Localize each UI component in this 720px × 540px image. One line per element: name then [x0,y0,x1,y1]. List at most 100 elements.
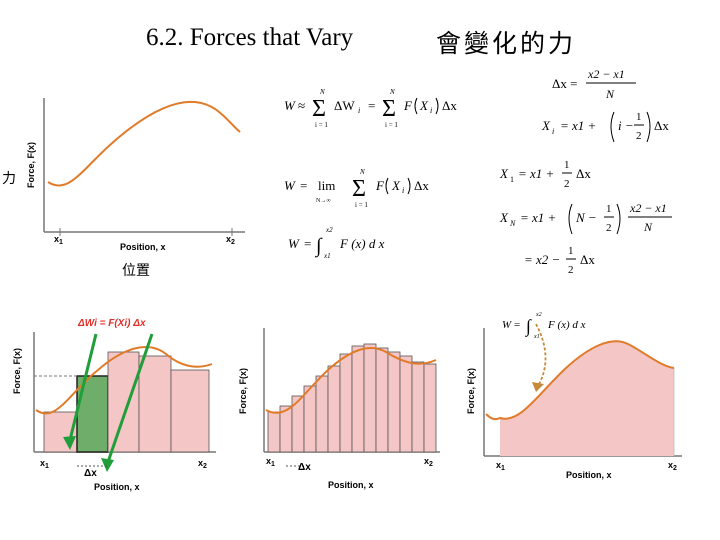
riemann-rect [423,363,437,453]
svg-text:N: N [509,219,516,228]
position-axis-title: Position, x [94,482,140,492]
svg-text:i: i [430,106,432,115]
equation-riemann-approx: W ≈ Σ N i = 1 ΔW i = Σ N i = 1 F X i Δx [284,88,457,129]
svg-text:W: W [502,319,512,331]
force-curve [47,100,241,187]
dx-label: Δx [84,468,97,479]
riemann-rect [375,347,389,453]
top-force-curve-graph: Force, F(x) x1 x2 Position, x [26,98,245,252]
svg-text:=: = [304,236,311,251]
svg-text:N→∞: N→∞ [316,198,331,204]
equation-limit: W = lim N→∞ Σ N i = 1 F X i Δx [284,168,429,209]
riemann-rect [399,355,413,453]
svg-text:∫: ∫ [525,316,532,337]
svg-text:N: N [359,168,365,176]
x2-label: x2 [198,458,207,470]
svg-text:Σ: Σ [312,96,326,122]
riemann-rect [303,385,317,453]
svg-text:≈: ≈ [298,98,305,113]
sum-equations: W ≈ Σ N i = 1 ΔW i = Σ N i = 1 F X i Δx … [284,88,457,260]
pointer-arrow [535,323,547,387]
force-curve [485,340,675,421]
svg-text:Δx: Δx [414,178,429,193]
svg-text:2: 2 [606,222,612,234]
x1-label: x1 [40,458,49,470]
svg-text:= x1 +: = x1 + [518,166,554,181]
arrowhead [532,382,544,392]
svg-text:x2: x2 [325,226,333,234]
continuous-area-graph: Force, F(x) x1 x2 Position, x [466,323,682,480]
force-axis-title: Force, F(x) [238,368,248,414]
title-chinese: 會變化的力 [436,29,577,58]
svg-text:=: = [368,98,375,113]
equation-integral: W = ∫ x2 x1 F (x) d x [288,226,385,260]
force-axis-title: Force, F(x) [12,348,22,394]
x1-label: x1 [496,460,505,472]
position-axis-title: Position, x [566,470,612,480]
area-under-curve [500,341,674,456]
riemann-rect [339,353,353,453]
svg-text:2: 2 [636,130,642,142]
svg-text:1: 1 [606,203,612,215]
svg-text:Δx: Δx [654,118,669,133]
svg-text:X: X [499,166,509,181]
equation-x1: X 1 = x1 + 1 2 Δx [499,159,591,190]
svg-text:i: i [402,186,404,195]
svg-text:Δx =: Δx = [552,76,577,91]
svg-text:x1: x1 [323,252,331,260]
svg-text:F: F [403,98,413,113]
svg-text:1: 1 [636,111,642,123]
svg-text:i: i [552,127,554,136]
svg-text:N: N [319,88,325,96]
svg-text:Σ: Σ [352,176,366,202]
svg-text:lim: lim [318,178,335,193]
svg-text:W: W [288,236,300,251]
delta-w-label: ΔWi = F(Xi) Δx [77,318,146,329]
position-axis-title: Position, x [120,242,166,252]
svg-text:i: i [358,106,360,115]
svg-text:X: X [499,210,509,225]
coarse-riemann-graph: ΔWi = F(Xi) Δx Force, F(x) x1 x2 Δx Posi… [12,318,216,492]
svg-text:1: 1 [568,245,574,257]
svg-text:W: W [284,98,296,113]
svg-text:=: = [514,319,520,331]
svg-text:x2 − x1: x2 − x1 [629,201,667,215]
svg-text:X: X [391,178,401,193]
riemann-rect [387,351,401,453]
arrow-to-width [106,333,154,463]
svg-text:N −: N − [575,210,597,225]
svg-text:Δx: Δx [442,98,457,113]
svg-text:F (x) d x: F (x) d x [339,236,385,251]
position-axis-title: Position, x [328,480,374,490]
svg-text:= x1 +: = x1 + [560,118,596,133]
riemann-rect [351,345,365,453]
force-label-zh: 力 [2,171,16,187]
force-axis-title: Force, F(x) [466,368,476,414]
svg-text:1: 1 [564,159,570,171]
riemann-rect [170,369,210,453]
svg-text:N: N [389,88,395,96]
svg-text:N: N [605,87,615,101]
riemann-rect [363,343,377,453]
fine-riemann-graph: Force, F(x) x1 x2 Δx Position, x [238,328,440,490]
svg-text:∫: ∫ [314,235,323,258]
equation-xi: X i = x1 + i − 1 2 Δx [541,111,669,143]
equation-xn: X N = x1 + N − 1 2 x2 − x1 N [499,201,672,235]
dx-label: Δx [298,462,311,473]
svg-text:i −: i − [618,118,634,133]
svg-text:X: X [541,118,551,133]
svg-text:Σ: Σ [382,96,396,122]
equation-integral-small: W = ∫ x2 x1 F (x) d x [502,312,586,340]
svg-text:i = 1: i = 1 [315,121,328,129]
svg-text:= x1 +: = x1 + [520,210,556,225]
arrowhead [101,458,114,472]
x1-label: x1 [54,234,63,246]
svg-text:i = 1: i = 1 [385,121,398,129]
force-curve [265,347,437,414]
fine-bar-group [267,343,437,453]
arrow-to-height [68,333,98,441]
arrowhead [63,436,76,450]
svg-text:x1: x1 [533,334,540,340]
equation-delta-x: Δx = x2 − x1 N [552,67,636,101]
x2-label: x2 [668,460,677,472]
